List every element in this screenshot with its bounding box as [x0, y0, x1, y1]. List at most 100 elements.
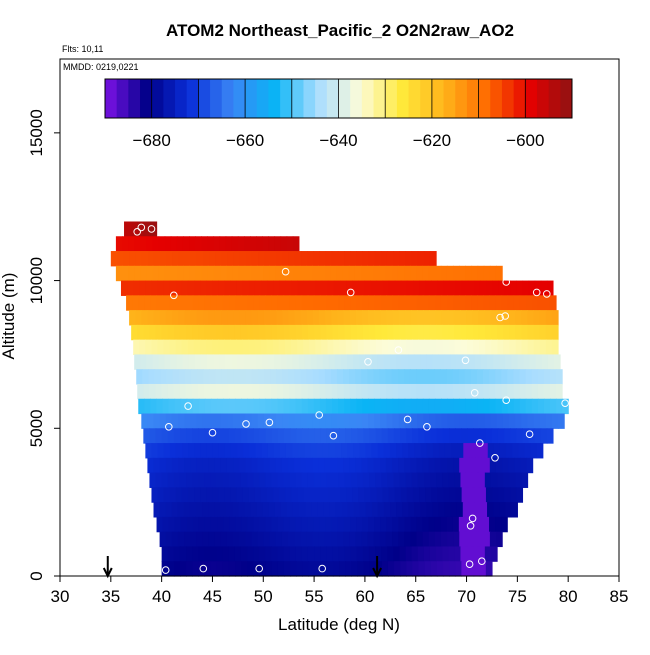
- heatmap-cell: [190, 369, 198, 385]
- heatmap-cell: [159, 310, 167, 326]
- heatmap-cell: [388, 487, 396, 503]
- heatmap-cell: [289, 398, 297, 415]
- heatmap-cell: [157, 280, 165, 296]
- heatmap-cell: [133, 280, 140, 296]
- heatmap-cell: [243, 354, 251, 370]
- heatmap-cell: [437, 280, 445, 296]
- heatmap-cell: [434, 398, 442, 415]
- heatmap-cell: [122, 265, 129, 282]
- heatmap-cell: [497, 324, 504, 341]
- heatmap-cell: [161, 561, 169, 577]
- heatmap-cell: [363, 428, 371, 444]
- heatmap-cell: [428, 265, 436, 282]
- heatmap-cell: [270, 251, 278, 267]
- heatmap-cell: [150, 295, 157, 311]
- heatmap-cell: [486, 280, 493, 296]
- heatmap-cell: [454, 324, 462, 341]
- heatmap-cell: [422, 531, 430, 548]
- heatmap-cell: [259, 546, 266, 562]
- heatmap-cell: [426, 354, 433, 370]
- heatmap-cell: [522, 280, 530, 296]
- heatmap-cell: [501, 369, 508, 385]
- heatmap-cell: [300, 310, 308, 326]
- heatmap-cell: [537, 398, 545, 415]
- heatmap-cell: [551, 324, 559, 341]
- heatmap-cell: [293, 265, 301, 282]
- heatmap-cell: [249, 443, 257, 459]
- heatmap-cell: [313, 251, 321, 267]
- colorbar-band: [525, 79, 538, 118]
- x-tick-label: 85: [610, 587, 629, 606]
- heatmap-cell: [390, 502, 397, 518]
- heatmap-cell: [226, 457, 234, 474]
- heatmap-cell: [235, 428, 242, 444]
- heatmap-cell: [516, 428, 523, 444]
- heatmap-cell: [468, 502, 476, 518]
- heatmap-cell: [452, 369, 460, 385]
- heatmap-cell: [222, 383, 229, 400]
- heatmap-cell: [146, 265, 154, 282]
- heatmap-cell: [333, 487, 341, 503]
- heatmap-cell: [152, 265, 160, 282]
- heatmap-cell: [489, 383, 496, 400]
- heatmap-cell: [349, 383, 357, 400]
- heatmap-cell: [361, 413, 369, 429]
- heatmap-cell: [545, 310, 553, 326]
- heatmap-cell: [503, 472, 510, 488]
- heatmap-cell: [242, 487, 250, 503]
- heatmap-cell: [368, 546, 376, 562]
- heatmap-cell: [225, 354, 233, 370]
- heatmap-cell: [513, 295, 521, 311]
- heatmap-cell: [277, 295, 285, 311]
- sample-point: [137, 223, 146, 232]
- heatmap-cell: [210, 472, 218, 488]
- heatmap-cell: [469, 443, 477, 459]
- heatmap-cell: [233, 413, 240, 429]
- heatmap-cell: [207, 265, 215, 282]
- heatmap-cell: [198, 398, 206, 415]
- heatmap-cell: [151, 487, 159, 503]
- heatmap-cell: [239, 531, 246, 548]
- heatmap-cell: [140, 354, 147, 370]
- heatmap-cell: [423, 546, 431, 562]
- heatmap-cell: [244, 502, 252, 518]
- heatmap-cell: [386, 383, 393, 400]
- heatmap-cell: [455, 428, 462, 444]
- heatmap-cell: [169, 487, 177, 503]
- heatmap-cell: [546, 280, 554, 296]
- heatmap-cell: [324, 265, 332, 282]
- colorbar-band: [210, 79, 223, 118]
- heatmap-cell: [255, 443, 263, 459]
- heatmap-cell: [245, 531, 252, 548]
- heatmap-cell: [535, 354, 543, 370]
- heatmap-cell: [333, 339, 341, 356]
- heatmap-cell: [177, 502, 185, 518]
- heatmap-cell: [324, 531, 332, 548]
- heatmap-cell: [492, 280, 499, 296]
- heatmap-cell: [174, 516, 182, 533]
- heatmap-cell: [346, 487, 353, 503]
- heatmap-cell: [416, 265, 424, 282]
- heatmap-cell: [429, 251, 437, 267]
- heatmap-cell: [465, 531, 473, 548]
- heatmap-cell: [443, 487, 451, 503]
- heatmap-cell: [288, 457, 295, 474]
- heatmap-cell: [473, 561, 481, 577]
- heatmap-cell: [315, 487, 323, 503]
- heatmap-cell: [399, 472, 407, 488]
- heatmap-cell: [275, 265, 283, 282]
- heatmap-cell: [471, 265, 479, 282]
- heatmap-cell: [479, 339, 486, 356]
- heatmap-cell: [455, 487, 463, 503]
- heatmap-cell: [345, 339, 353, 356]
- colorbar-band: [408, 79, 421, 118]
- heatmap-cell: [253, 295, 260, 311]
- heatmap-cell: [483, 295, 490, 311]
- heatmap-cell: [371, 354, 379, 370]
- heatmap-cell: [133, 339, 140, 356]
- heatmap-cell: [497, 339, 504, 356]
- heatmap-cell: [437, 487, 444, 503]
- heatmap-cell: [398, 413, 406, 429]
- heatmap-cell: [417, 413, 424, 429]
- heatmap-cell: [467, 280, 475, 296]
